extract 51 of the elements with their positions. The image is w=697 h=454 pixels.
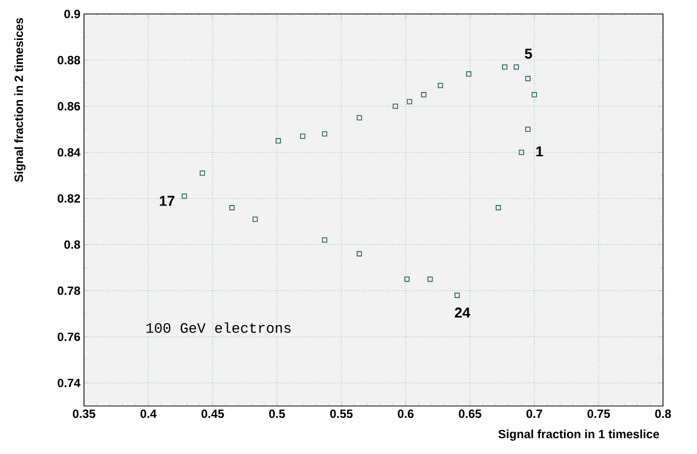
x-tick-label: 0.4 (140, 410, 157, 418)
point (502, 64, 508, 70)
point (252, 216, 258, 222)
point (229, 205, 235, 210)
point (525, 76, 531, 82)
point (200, 170, 206, 176)
point (356, 251, 362, 256)
x-tick-label: 0.75 (588, 410, 610, 418)
point (322, 131, 328, 137)
point (404, 276, 410, 282)
y-axis-title: Signal fraction in 2 timesices (14, 18, 26, 182)
point (427, 276, 433, 282)
point (518, 150, 524, 155)
point (454, 292, 460, 298)
y-tick-label: 0.88 (58, 56, 80, 64)
x-tick-label: 0.35 (72, 410, 96, 418)
point (182, 194, 188, 199)
point (496, 205, 501, 210)
point (525, 126, 531, 132)
y-tick-label: 0.74 (58, 378, 80, 388)
x-tick-label: 0.5 (269, 410, 285, 418)
x-tick-label: 0.7 (526, 410, 542, 418)
annotation: 100 GeV electrons (146, 322, 291, 333)
point (300, 134, 306, 139)
point (438, 82, 444, 88)
point (392, 104, 398, 109)
x-tick-label: 0.45 (202, 410, 224, 418)
x-axis-title: Signal fraction in 1 timeslice (498, 430, 660, 441)
point (406, 98, 412, 104)
point (356, 115, 362, 120)
point (466, 71, 472, 77)
y-tick-label: 0.84 (58, 148, 80, 157)
y-tick-label: 0.8 (64, 240, 80, 249)
point (421, 92, 426, 98)
annotation: 17 (160, 196, 174, 206)
point (514, 64, 519, 70)
y-tick-label: 0.82 (58, 194, 80, 203)
x-tick-label: 0.6 (398, 410, 414, 418)
point (532, 92, 537, 98)
y-tick-label: 0.76 (58, 332, 80, 342)
annotation: 5 (524, 48, 532, 59)
y-tick-label: 0.86 (58, 102, 80, 110)
y-tick-label: 0.78 (58, 286, 80, 295)
point (322, 237, 328, 243)
x-tick-label: 0.55 (330, 410, 353, 418)
annotation: 24 (454, 308, 470, 318)
point (276, 138, 281, 144)
y-tick-label: 0.9 (64, 10, 80, 18)
annotation: 1 (536, 146, 544, 156)
x-tick-label: 0.8 (655, 410, 671, 418)
x-tick-label: 0.65 (458, 410, 482, 418)
